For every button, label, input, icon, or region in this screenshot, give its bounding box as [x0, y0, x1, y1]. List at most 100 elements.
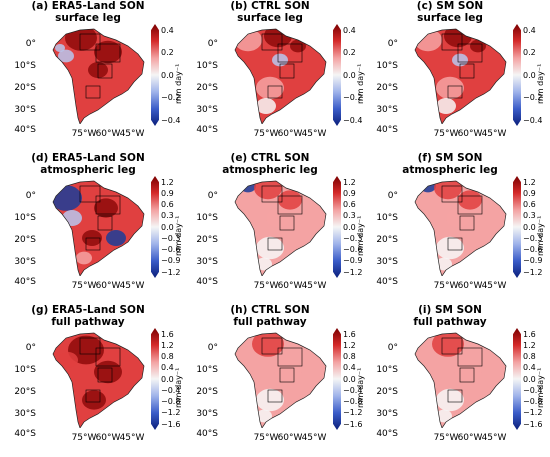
colorbar-tick-label: 1.6 [523, 329, 536, 339]
map-panel: (c) SM SON surface leg 0° 10°S 20°S 30°S 40°S 7… [370, 0, 550, 152]
colorbar-tick-label: 1.2 [523, 177, 536, 187]
latitude-label: 40°S [14, 429, 36, 439]
panel-title-line1: (d) ERA5-Land SON [31, 152, 145, 164]
region-box [97, 215, 113, 231]
region-box [277, 195, 303, 215]
field-anomaly [256, 236, 284, 260]
field-anomaly [436, 409, 452, 423]
field-anomaly [470, 39, 486, 53]
latitude-label: 10°S [376, 213, 398, 223]
region-box [447, 85, 463, 99]
region-box [85, 237, 101, 251]
south-america-map [414, 28, 507, 124]
colorbar-tick-label: −0.4 [523, 115, 543, 125]
colorbar-unit: mm day⁻¹ [536, 63, 545, 104]
region-box [279, 367, 295, 383]
field-anomaly [58, 352, 78, 368]
south-america-map [52, 180, 145, 276]
panel-title: (d) ERA5-Land SON atmospheric leg [8, 152, 168, 176]
colorbar-tick-label: −1.2 [343, 267, 363, 277]
colorbar-unit: mm day⁻¹ [536, 367, 545, 408]
colorbar-tick-label: 0.0 [161, 222, 174, 232]
map-panel: (a) ERA5-Land SON surface leg 0° 10°S 20°S 30… [8, 0, 191, 152]
colorbar-tick-label: 1.2 [343, 177, 356, 187]
latitude-label: 30°S [14, 105, 36, 115]
colorbar-tick-label: 0.4 [161, 363, 174, 373]
longitude-label: 75°W [71, 281, 97, 291]
panel-title-line2: full pathway [413, 315, 487, 328]
latitude-label: 0° [387, 39, 398, 49]
colorbar-unit: mm day⁻¹ [356, 367, 365, 408]
coastline [414, 28, 507, 124]
south-america-map [52, 28, 145, 124]
field-anomaly [94, 360, 122, 384]
colorbar-tick-label: 1.2 [161, 177, 174, 187]
south-america-map [414, 332, 507, 428]
colorbar-tick-label: −0.2 [523, 93, 543, 102]
region-box [95, 43, 121, 63]
colorbar-tick-label: −1.2 [161, 267, 181, 277]
map-panel: (b) CTRL SON surface leg 0° 10°S 20°S 30°S 40°… [190, 0, 373, 152]
panel-title: (f) SM SON atmospheric leg [370, 152, 530, 176]
latitude-label: 0° [387, 191, 398, 201]
latitude-label: 10°S [14, 213, 36, 223]
colorbar-tick-label: 1.6 [161, 329, 174, 339]
coastline [414, 180, 507, 276]
field-anomaly [82, 390, 106, 410]
latitude-label: 10°S [14, 365, 36, 375]
latitude-label: 40°S [196, 277, 218, 287]
colorbar-tick-label: −0.6 [523, 245, 543, 254]
colorbar-tick-label: −0.8 [161, 397, 181, 406]
region-box [267, 237, 283, 251]
region-box [277, 347, 303, 367]
colorbar [151, 24, 159, 126]
panel-title: (h) CTRL SON full pathway [190, 304, 350, 328]
colorbar [513, 176, 521, 278]
longitude-label: 60°W [457, 433, 483, 443]
latitude-label: 0° [25, 191, 36, 201]
colorbar-tick-label: −1.2 [161, 408, 181, 418]
colorbar-tick-label: −0.4 [343, 115, 363, 125]
colorbar-tick-label: −0.3 [343, 233, 363, 243]
region-box [95, 195, 121, 215]
field-anomaly [256, 76, 284, 100]
longitude-label: 45°W [119, 433, 145, 443]
colorbar-tick-label: 0.9 [161, 188, 174, 198]
longitude-label: 45°W [119, 281, 145, 291]
latitude-label: 10°S [196, 365, 218, 375]
colorbar-tick-label: −0.2 [161, 93, 181, 102]
colorbar-tick-label: −0.4 [161, 385, 181, 395]
latitude-label: 0° [387, 343, 398, 353]
colorbar [513, 24, 521, 126]
colorbar [513, 328, 521, 430]
latitude-label: 30°S [376, 409, 398, 419]
latitude-label: 20°S [376, 235, 398, 245]
south-america-map [234, 28, 327, 124]
colorbar-unit: mm day⁻¹ [536, 215, 545, 256]
colorbar-tick-label: −0.4 [523, 385, 543, 395]
region-box [457, 347, 483, 367]
colorbar-tick-label: 0.0 [523, 222, 536, 232]
latitude-label: 20°S [196, 387, 218, 397]
colorbar-tick-label: 0.4 [523, 363, 536, 373]
colorbar-tick-label: −1.6 [343, 419, 363, 429]
colorbar-tick-label: −1.6 [523, 419, 543, 429]
colorbar-tick-label: 0.8 [161, 352, 174, 361]
region-box [441, 33, 463, 51]
colorbar-tick-label: −0.3 [161, 233, 181, 243]
region-box [79, 337, 101, 355]
longitude-label: 75°W [433, 433, 459, 443]
latitude-label: 20°S [14, 387, 36, 397]
map-panel: (g) ERA5-Land SON full pathway 0° 10°S 20°S 3… [8, 304, 191, 456]
colorbar-tick-label: 1.2 [523, 340, 536, 350]
region-box [261, 337, 283, 355]
field-anomaly [256, 388, 284, 412]
colorbar [333, 328, 341, 430]
region-box [97, 367, 113, 383]
region-box [85, 389, 101, 403]
panel-title-line2: full pathway [233, 315, 307, 328]
panel-title-line2: atmospheric leg [222, 163, 318, 176]
colorbar-tick-label: 0.8 [343, 352, 356, 361]
colorbar-tick-label: −0.3 [523, 233, 543, 243]
colorbar [151, 176, 159, 278]
